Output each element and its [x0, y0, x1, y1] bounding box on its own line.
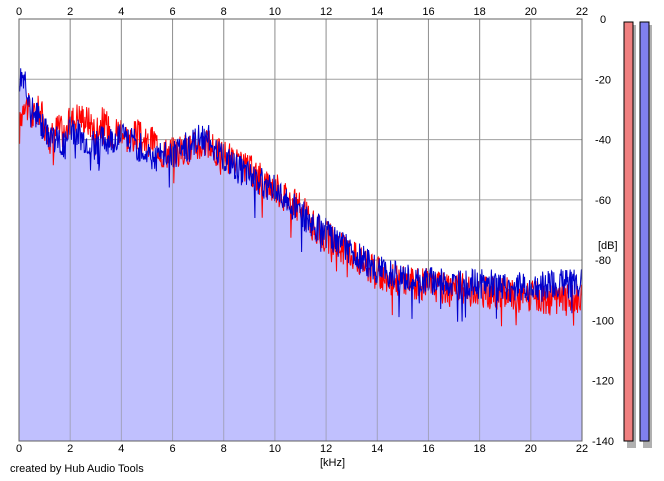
y-axis-label: [dB] [598, 240, 618, 252]
plot-border [18, 18, 583, 442]
series-lines [18, 68, 583, 327]
y-tick-label: -80 [595, 255, 611, 267]
x-tick-label-bottom: 18 [474, 443, 486, 455]
x-tick-label-bottom: 12 [320, 443, 332, 455]
x-tick-label-bottom: 10 [269, 443, 281, 455]
x-tick-label-bottom: 2 [67, 443, 73, 455]
x-tick-label-top: 18 [474, 6, 486, 18]
x-tick-label-top: 8 [221, 6, 227, 18]
chart-axes: 002244668810101212141416161818202022220-… [16, 6, 614, 455]
y-tick-label: -60 [595, 195, 611, 207]
series-line-blue [18, 68, 583, 322]
x-tick-label-bottom: 0 [16, 443, 22, 455]
x-tick-label-top: 12 [320, 6, 332, 18]
x-tick-label-bottom: 4 [118, 443, 124, 455]
x-axis-label: [kHz] [320, 457, 346, 469]
y-tick-label: 0 [600, 14, 606, 26]
y-tick-label: -140 [592, 436, 614, 448]
y-tick-label: -100 [592, 315, 614, 327]
level-meters [623, 21, 652, 448]
x-tick-label-top: 10 [269, 6, 281, 18]
level-meter-left [623, 21, 634, 442]
x-tick-label-top: 0 [16, 6, 22, 18]
y-tick-label: -20 [595, 74, 611, 86]
x-tick-label-top: 6 [169, 6, 175, 18]
x-tick-label-bottom: 8 [221, 443, 227, 455]
x-tick-label-top: 22 [576, 6, 588, 18]
spectrum-fill [19, 68, 582, 442]
x-tick-label-top: 14 [371, 6, 383, 18]
y-tick-label: -120 [592, 376, 614, 388]
level-meter-right [639, 21, 650, 442]
x-tick-label-top: 2 [67, 6, 73, 18]
x-tick-label-top: 20 [525, 6, 537, 18]
x-tick-label-bottom: 22 [576, 443, 588, 455]
x-tick-label-bottom: 6 [169, 443, 175, 455]
y-tick-label: -40 [595, 135, 611, 147]
x-tick-label-bottom: 20 [525, 443, 537, 455]
x-tick-label-top: 4 [118, 6, 124, 18]
x-tick-label-top: 16 [422, 6, 434, 18]
x-tick-label-bottom: 16 [422, 443, 434, 455]
spectrum-fill-area [19, 68, 582, 442]
x-tick-label-bottom: 14 [371, 443, 383, 455]
footer-credit: created by Hub Audio Tools [10, 463, 144, 475]
